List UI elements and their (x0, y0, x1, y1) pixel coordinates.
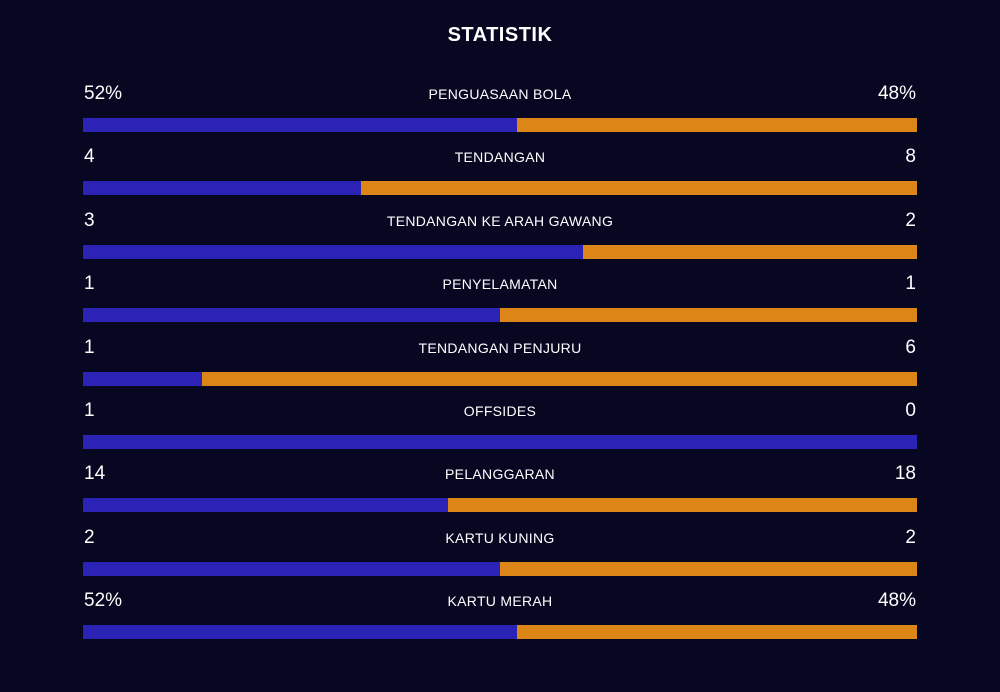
stat-row: 3 TENDANGAN KE ARAH GAWANG 2 (83, 207, 917, 270)
away-value: 6 (905, 336, 916, 358)
stat-label: TENDANGAN KE ARAH GAWANG (386, 212, 614, 229)
away-bar-fill (500, 308, 917, 323)
home-bar-fill (83, 561, 500, 576)
home-bar-fill (83, 244, 584, 259)
stat-bar (83, 308, 917, 323)
stat-row: 52% KARTU MERAH 48% (83, 587, 917, 650)
away-value: 48% (877, 590, 916, 612)
away-bar-fill (516, 118, 917, 132)
away-value: 0 (905, 399, 916, 421)
stat-header: 3 TENDANGAN KE ARAH GAWANG 2 (83, 207, 917, 235)
stat-label: TENDANGAN PENJURU (418, 339, 582, 356)
home-value: 2 (84, 526, 95, 548)
home-bar-fill (83, 308, 500, 323)
stat-header: 52% PENGUASAAN BOLA 48% (83, 80, 917, 108)
home-value: 14 (84, 463, 106, 485)
stat-label: TENDANGAN (454, 149, 546, 166)
stats-list: 52% PENGUASAAN BOLA 48% 4 TENDANGAN 8 3 … (83, 80, 917, 651)
stat-row: 2 KARTU KUNING 2 (83, 524, 917, 587)
stat-row: 1 PENYELAMATAN 1 (83, 270, 917, 333)
away-value: 48% (877, 83, 916, 104)
stat-label: PENGUASAAN BOLA (428, 86, 572, 102)
home-bar-fill (83, 434, 917, 449)
stat-label: OFFSIDES (463, 402, 537, 419)
away-bar-fill (447, 498, 917, 513)
home-value: 1 (84, 336, 95, 358)
away-bar-fill (516, 625, 917, 640)
home-value: 1 (84, 399, 95, 421)
stat-row: 1 TENDANGAN PENJURU 6 (83, 334, 917, 397)
home-value: 52% (84, 590, 123, 612)
stat-label: KARTU KUNING (445, 529, 555, 546)
home-value: 1 (84, 273, 95, 295)
home-bar-fill (83, 371, 203, 386)
home-bar-fill (83, 625, 517, 640)
stat-row: 14 PELANGGARAN 18 (83, 460, 917, 523)
stat-bar (83, 371, 917, 386)
stat-header: 14 PELANGGARAN 18 (83, 460, 917, 488)
home-bar-fill (83, 181, 361, 196)
away-bar-fill (360, 181, 917, 196)
stat-header: 52% KARTU MERAH 48% (83, 587, 917, 615)
stat-label: KARTU MERAH (447, 593, 553, 610)
stat-row: 1 OFFSIDES 0 (83, 397, 917, 460)
away-value: 8 (905, 146, 916, 168)
stats-title: STATISTIK (447, 24, 553, 46)
stat-label: PENYELAMATAN (442, 276, 558, 293)
stat-bar (83, 625, 917, 640)
stat-row: 52% PENGUASAAN BOLA 48% (83, 80, 917, 143)
away-bar-fill (500, 561, 917, 576)
stat-label: PELANGGARAN (445, 466, 555, 483)
stat-header: 4 TENDANGAN 8 (83, 143, 917, 171)
stat-header: 1 OFFSIDES 0 (83, 397, 917, 425)
stat-bar (83, 181, 917, 196)
away-bar-fill (202, 371, 917, 386)
home-value: 52% (84, 83, 123, 104)
stat-header: 1 TENDANGAN PENJURU 6 (83, 334, 917, 362)
stat-bar (83, 244, 917, 259)
away-bar-fill (583, 244, 917, 259)
away-value: 2 (905, 526, 916, 548)
stat-bar (83, 498, 917, 513)
stat-row: 4 TENDANGAN 8 (83, 143, 917, 206)
home-value: 3 (84, 209, 95, 231)
stat-bar (83, 561, 917, 576)
home-value: 4 (84, 146, 95, 168)
stat-bar (83, 118, 917, 132)
home-bar-fill (83, 118, 517, 132)
stat-header: 2 KARTU KUNING 2 (83, 524, 917, 552)
away-value: 18 (894, 463, 916, 485)
away-value: 1 (905, 273, 916, 295)
home-bar-fill (83, 498, 448, 513)
away-value: 2 (905, 209, 916, 231)
stat-bar (83, 434, 917, 449)
stat-header: 1 PENYELAMATAN 1 (83, 270, 917, 298)
